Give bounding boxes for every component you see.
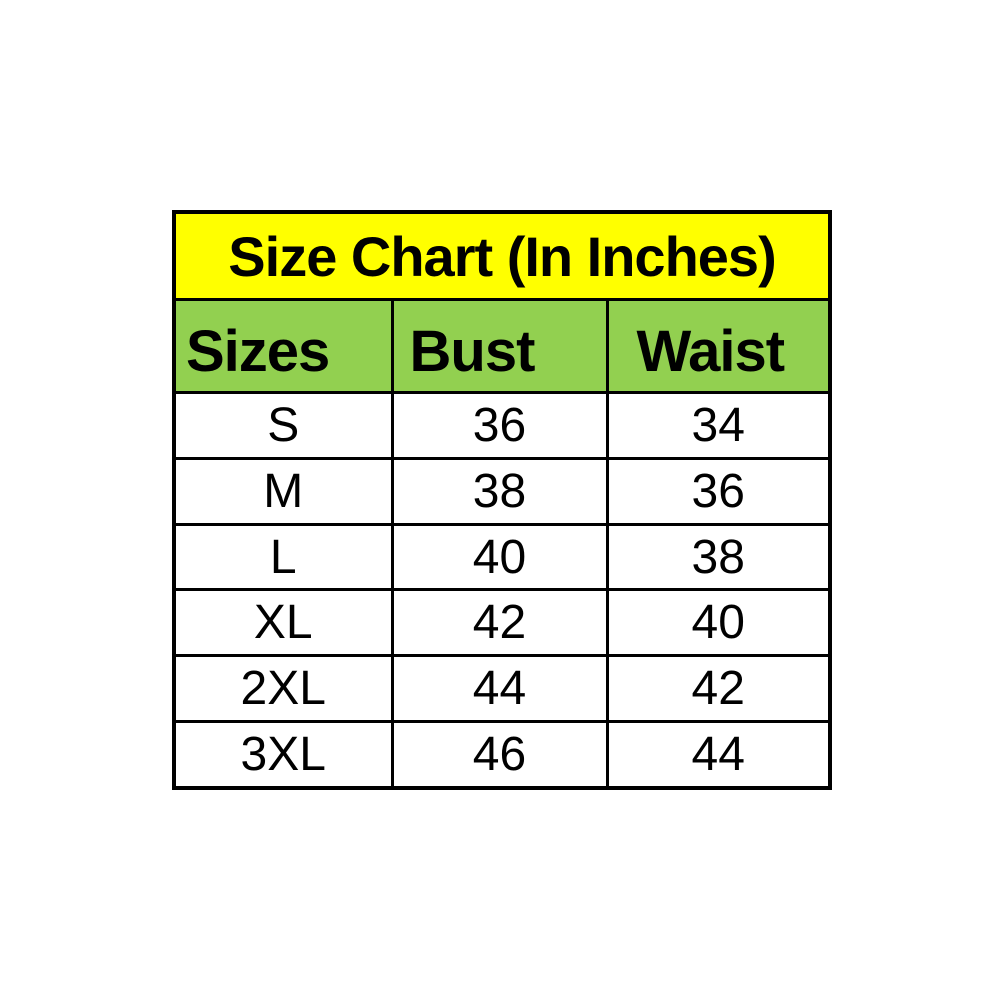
table-row-m: M 38 36 [172, 456, 832, 526]
size-label: L [172, 522, 394, 592]
waist-value: 34 [605, 391, 832, 460]
size-label: M [172, 456, 394, 526]
bust-value: 36 [390, 391, 609, 460]
bust-value: 46 [390, 720, 609, 790]
table-row-l: L 40 38 [172, 522, 832, 592]
table-row-s: S 36 34 [172, 391, 832, 460]
waist-value: 38 [605, 522, 832, 592]
bust-value: 44 [390, 654, 609, 724]
table-title: Size Chart (In Inches) [172, 210, 832, 301]
size-chart-table: Size Chart (In Inches) Sizes Bust Waist … [172, 210, 832, 790]
column-header-sizes: Sizes [172, 298, 394, 394]
size-label: S [172, 391, 394, 460]
bust-value: 38 [390, 456, 609, 526]
bust-value: 40 [390, 522, 609, 592]
table-row-xl: XL 42 40 [172, 588, 832, 658]
column-header-waist: Waist [605, 298, 832, 394]
table-row-3xl: 3XL 46 44 [172, 720, 832, 790]
size-label: 2XL [172, 654, 394, 724]
waist-value: 36 [605, 456, 832, 526]
waist-value: 40 [605, 588, 832, 658]
size-label: 3XL [172, 720, 394, 790]
column-header-bust: Bust [390, 298, 609, 394]
size-label: XL [172, 588, 394, 658]
table-row-2xl: 2XL 44 42 [172, 654, 832, 724]
header-row: Sizes Bust Waist [172, 298, 832, 394]
waist-value: 44 [605, 720, 832, 790]
waist-value: 42 [605, 654, 832, 724]
bust-value: 42 [390, 588, 609, 658]
title-row: Size Chart (In Inches) [172, 210, 832, 301]
